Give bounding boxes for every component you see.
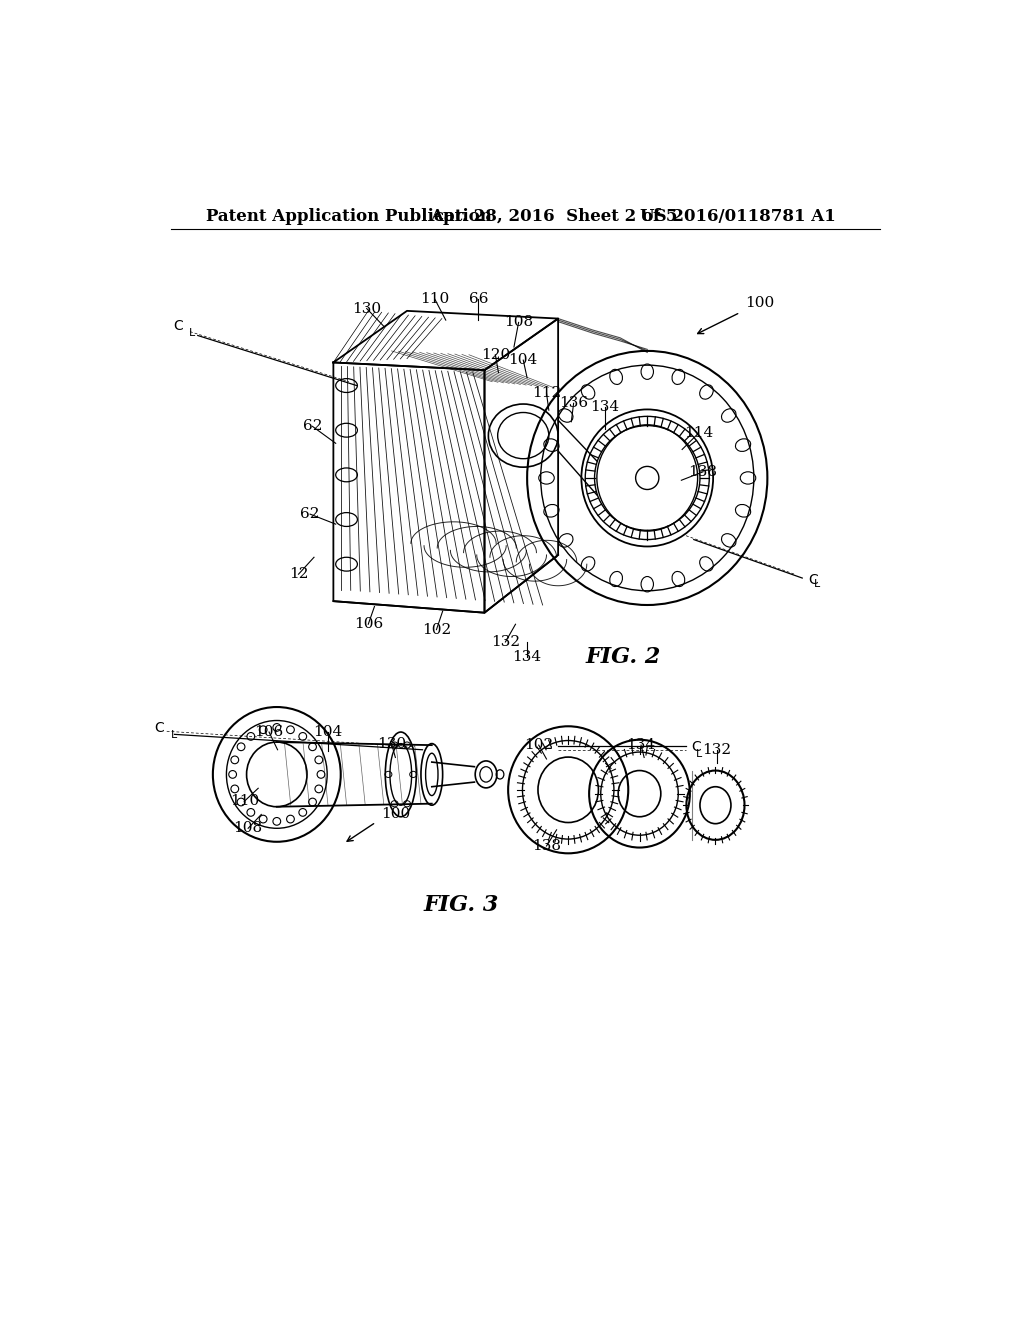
Text: Patent Application Publication: Patent Application Publication: [206, 207, 492, 224]
Text: $\mathsf{C}$: $\mathsf{C}$: [173, 319, 183, 333]
Text: 136: 136: [559, 396, 588, 411]
Text: 12: 12: [289, 568, 308, 581]
Text: FIG. 3: FIG. 3: [424, 895, 499, 916]
Text: L: L: [814, 579, 820, 589]
Text: 102: 102: [524, 738, 553, 752]
Text: 130: 130: [352, 301, 381, 315]
Text: 62: 62: [303, 420, 323, 433]
Text: $\mathsf{C}$: $\mathsf{C}$: [809, 573, 819, 587]
Text: 132: 132: [490, 635, 520, 649]
Text: 108: 108: [233, 821, 263, 836]
Text: 100: 100: [744, 296, 774, 310]
Text: 110: 110: [229, 795, 259, 808]
Text: 132: 132: [702, 743, 731, 756]
Text: 134: 134: [627, 738, 655, 752]
Text: $\mathsf{C}$: $\mathsf{C}$: [155, 721, 165, 735]
Text: 112: 112: [531, 387, 561, 400]
Text: 104: 104: [313, 725, 343, 739]
Text: 62: 62: [300, 507, 319, 521]
Text: 66: 66: [469, 292, 488, 306]
Text: 138: 138: [688, 465, 718, 479]
Text: 106: 106: [353, 618, 383, 631]
Text: 138: 138: [532, 840, 561, 853]
Text: 108: 108: [504, 315, 534, 330]
Text: L: L: [171, 730, 177, 739]
Text: 100: 100: [381, 807, 411, 821]
Text: 104: 104: [509, 354, 538, 367]
Text: 120: 120: [480, 347, 510, 362]
Text: 102: 102: [422, 623, 452, 636]
Text: FIG. 2: FIG. 2: [586, 647, 660, 668]
Text: 110: 110: [420, 292, 450, 306]
Text: Apr. 28, 2016  Sheet 2 of 5: Apr. 28, 2016 Sheet 2 of 5: [430, 207, 678, 224]
Text: 134: 134: [513, 651, 542, 664]
Text: US 2016/0118781 A1: US 2016/0118781 A1: [640, 207, 836, 224]
Text: 134: 134: [590, 400, 620, 414]
Text: $\mathsf{C}$: $\mathsf{C}$: [690, 741, 701, 755]
Text: 106: 106: [254, 725, 284, 739]
Text: 130: 130: [377, 737, 407, 751]
Text: L: L: [696, 748, 702, 759]
Text: L: L: [189, 327, 196, 338]
Text: 114: 114: [684, 426, 713, 441]
